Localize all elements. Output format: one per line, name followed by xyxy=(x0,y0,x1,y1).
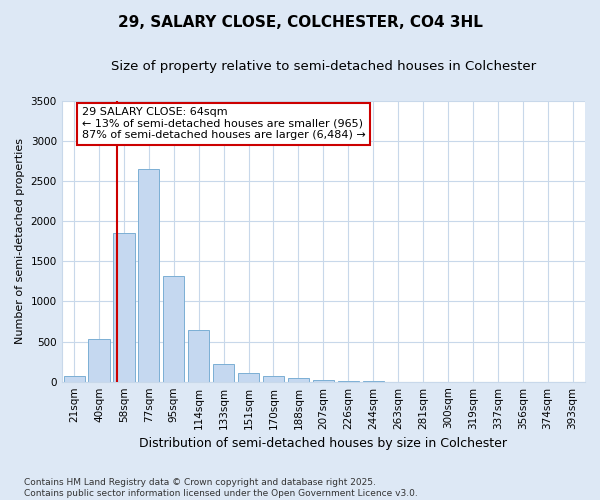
Y-axis label: Number of semi-detached properties: Number of semi-detached properties xyxy=(15,138,25,344)
Bar xyxy=(88,339,110,382)
Bar xyxy=(188,330,209,382)
Bar xyxy=(138,169,160,382)
Text: Contains HM Land Registry data © Crown copyright and database right 2025.
Contai: Contains HM Land Registry data © Crown c… xyxy=(24,478,418,498)
Text: 29 SALARY CLOSE: 64sqm
← 13% of semi-detached houses are smaller (965)
87% of se: 29 SALARY CLOSE: 64sqm ← 13% of semi-det… xyxy=(82,107,365,140)
Bar xyxy=(238,373,259,382)
Bar xyxy=(213,364,234,382)
Bar xyxy=(263,376,284,382)
Bar xyxy=(113,233,134,382)
Bar xyxy=(163,276,184,382)
Bar xyxy=(288,378,309,382)
Bar xyxy=(64,376,85,382)
X-axis label: Distribution of semi-detached houses by size in Colchester: Distribution of semi-detached houses by … xyxy=(139,437,508,450)
Text: 29, SALARY CLOSE, COLCHESTER, CO4 3HL: 29, SALARY CLOSE, COLCHESTER, CO4 3HL xyxy=(118,15,482,30)
Title: Size of property relative to semi-detached houses in Colchester: Size of property relative to semi-detach… xyxy=(111,60,536,73)
Bar xyxy=(313,380,334,382)
